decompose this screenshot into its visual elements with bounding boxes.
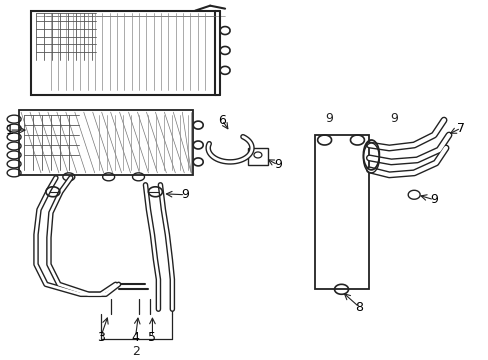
Text: 4: 4: [131, 330, 139, 343]
Text: 7: 7: [456, 122, 464, 135]
Text: 6: 6: [218, 114, 225, 127]
Polygon shape: [19, 110, 193, 175]
Text: 9: 9: [325, 112, 333, 125]
Text: 9: 9: [273, 158, 281, 171]
Text: 9: 9: [389, 112, 397, 125]
Text: 5: 5: [148, 330, 156, 343]
Text: 2: 2: [132, 345, 140, 357]
Text: 8: 8: [355, 301, 363, 314]
Text: 3: 3: [97, 330, 104, 343]
Text: 1: 1: [5, 123, 13, 136]
Text: 9: 9: [429, 193, 437, 206]
Text: 9: 9: [181, 188, 189, 201]
